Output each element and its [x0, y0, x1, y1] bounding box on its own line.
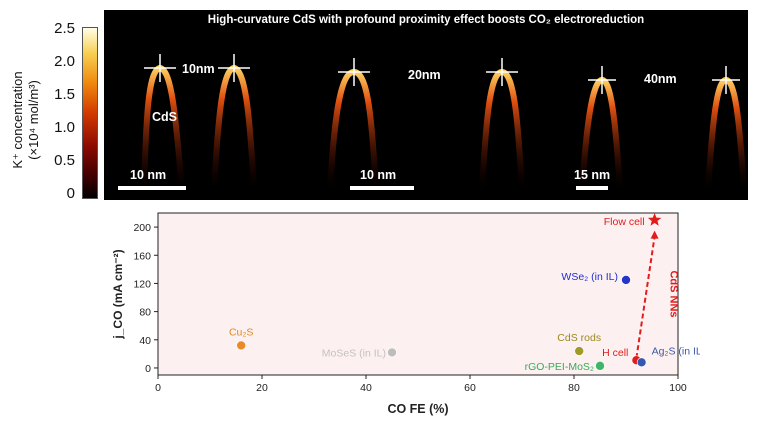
colorbar	[82, 27, 98, 199]
y-tick-label: 80	[139, 307, 151, 319]
data-point	[595, 361, 605, 371]
data-point	[621, 275, 631, 285]
curvature-markers	[144, 54, 740, 94]
x-axis-label: CO FE (%)	[387, 402, 448, 416]
data-point	[574, 346, 585, 356]
colorbar-label-line1: K⁺ concentration	[10, 71, 25, 169]
data-point-label: WSe₂ (in IL)	[561, 271, 618, 283]
data-point-label: CdS rods	[557, 332, 601, 344]
y-tick-label: 120	[133, 278, 151, 290]
data-point	[387, 347, 397, 358]
trend-arrow-line	[635, 236, 656, 359]
colorbar-tick: 0	[66, 185, 75, 202]
data-point	[636, 357, 647, 368]
y-tick-label: 0	[145, 363, 151, 375]
colorbar-tick: 2.5	[54, 20, 75, 37]
scatter-chart: 0 20 40 60 80 100 0 40 80 120 160 200 CO FE (%) j_CO …	[100, 205, 705, 424]
x-tick-label: 20	[256, 382, 268, 394]
simulation-panel: High-curvature CdS with profound proximi…	[104, 10, 748, 200]
plot-area	[157, 212, 679, 376]
scale-bar	[118, 186, 186, 190]
tip-glows	[141, 64, 747, 191]
data-point-label: Ag₂S (in IL)	[652, 345, 700, 357]
data-point-star	[647, 213, 662, 226]
scale-bar	[350, 186, 414, 190]
trend-arrow-label: CdS NNs	[668, 270, 680, 317]
trend-arrow-head	[650, 230, 659, 239]
x-tick-label: 0	[155, 382, 161, 394]
simulation-image	[141, 54, 747, 191]
y-tick-label: 200	[133, 222, 151, 234]
colorbar-tick: 2.0	[54, 53, 75, 70]
y-axis-label: j_CO (mA cm⁻²)	[111, 249, 125, 339]
colorbar-label-line2: (×10⁴ mol/m³)	[26, 80, 41, 160]
data-point-label: MoSeS (in IL)	[322, 347, 386, 359]
material-label: CdS	[152, 110, 177, 124]
colorbar-tick: 1.0	[54, 119, 75, 136]
chart-svg: 0 20 40 60 80 100 0 40 80 120 160 200 CO FE (%) j_CO …	[111, 212, 705, 416]
x-tick-label: 80	[568, 382, 580, 394]
x-tick-label: 100	[669, 382, 687, 394]
data-point-label: rGO-PEI-MoS₂	[525, 361, 594, 373]
x-tick-label: 60	[464, 382, 476, 394]
scale-label: 10 nm	[130, 168, 167, 182]
curvature-label: 40nm	[644, 72, 677, 86]
colorbar-tick: 0.5	[54, 152, 75, 169]
data-point-label: H cell	[602, 347, 628, 359]
y-tick-label: 40	[139, 335, 151, 347]
curvature-label: 20nm	[408, 68, 441, 82]
simulation-title: High-curvature CdS with profound proximi…	[207, 14, 645, 26]
scale-label: 15 nm	[574, 168, 611, 182]
x-tick-label: 40	[360, 382, 372, 394]
curvature-label: 10nm	[182, 62, 215, 76]
y-tick-label: 160	[133, 250, 151, 262]
scale-bar	[576, 186, 608, 190]
colorbar-tick: 1.5	[54, 86, 75, 103]
scale-label: 10 nm	[360, 168, 397, 182]
colorbar-label: K⁺ concentration (×10⁴ mol/m³)	[10, 50, 42, 190]
data-point-label: Flow cell	[604, 216, 645, 228]
data-point-label: Cu₂S	[229, 326, 254, 338]
data-point	[236, 340, 246, 351]
